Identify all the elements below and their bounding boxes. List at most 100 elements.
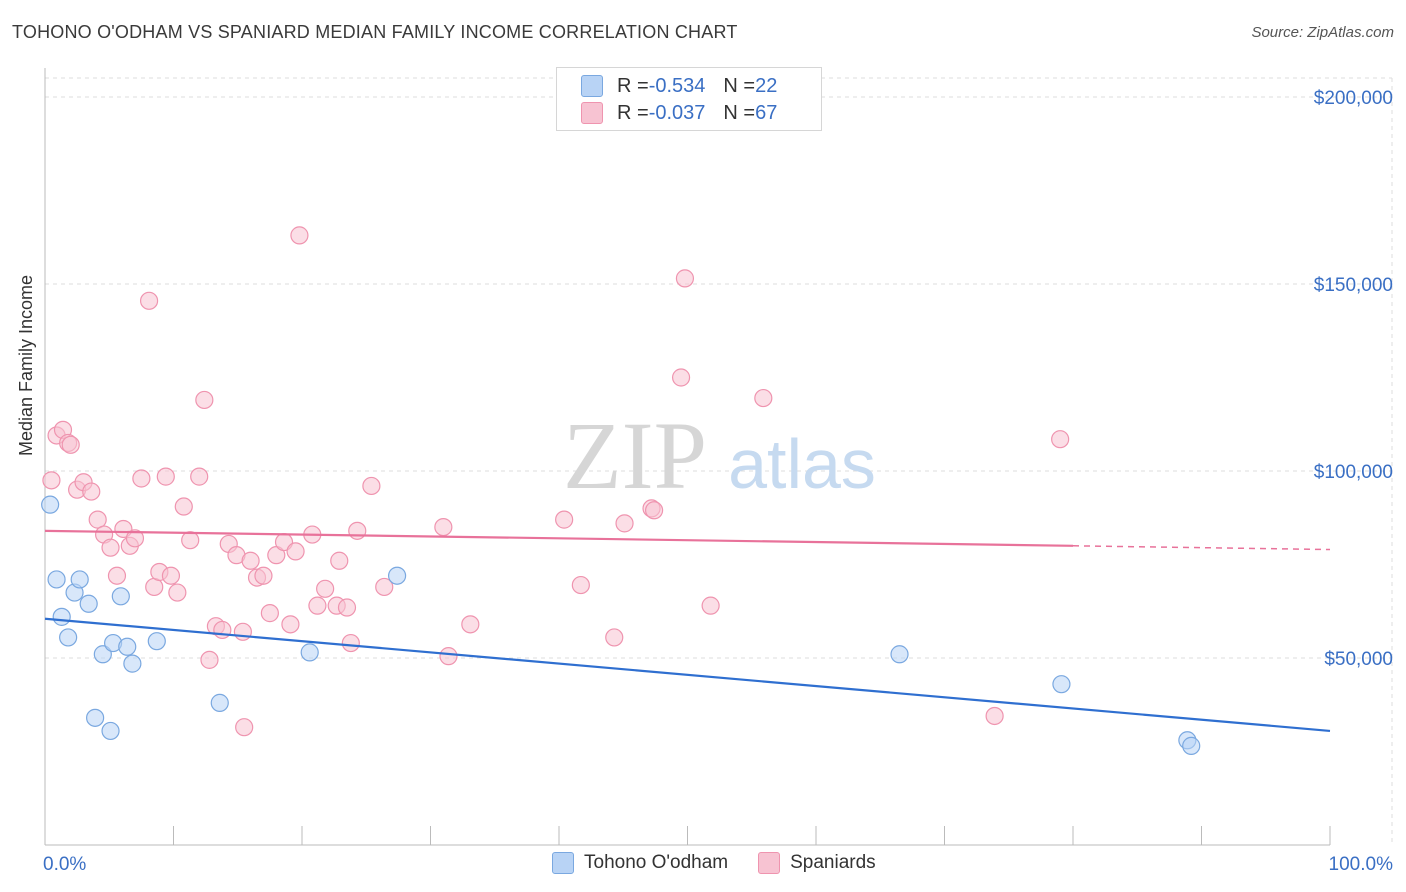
chart-title: TOHONO O'ODHAM VS SPANIARD MEDIAN FAMILY… bbox=[12, 22, 738, 42]
points-layer bbox=[41, 226, 1201, 755]
point-spaniards bbox=[375, 577, 394, 597]
point-tohono bbox=[79, 594, 98, 613]
point-spaniards bbox=[82, 482, 101, 501]
point-spaniards bbox=[200, 650, 219, 669]
point-spaniards bbox=[605, 628, 624, 647]
point-tohono bbox=[118, 637, 137, 656]
point-tohono bbox=[70, 570, 89, 589]
point-spaniards bbox=[348, 521, 367, 540]
point-tohono bbox=[101, 721, 120, 741]
series-legend: Tohono O'odham Spaniards bbox=[552, 852, 906, 874]
correlation-legend: R = -0.534 N = 22 R = -0.037 N = 67 bbox=[556, 67, 822, 131]
point-spaniards bbox=[362, 476, 381, 496]
legend-swatch-pink bbox=[758, 852, 781, 874]
point-spaniards bbox=[195, 390, 214, 410]
point-spaniards bbox=[42, 471, 61, 490]
point-spaniards bbox=[290, 226, 309, 245]
watermark-atlas: atlas bbox=[728, 425, 876, 503]
point-spaniards bbox=[330, 551, 349, 570]
point-tohono bbox=[47, 570, 66, 589]
point-spaniards bbox=[107, 566, 127, 585]
point-spaniards bbox=[139, 291, 159, 310]
legend-row-tohono: R = -0.534 N = 22 bbox=[581, 73, 777, 99]
point-spaniards bbox=[439, 647, 458, 666]
x-tick-label-max: 100.0% bbox=[1329, 854, 1394, 875]
point-tohono bbox=[123, 654, 142, 673]
point-spaniards bbox=[555, 510, 574, 529]
legend-row-spaniards: R = -0.037 N = 67 bbox=[581, 100, 777, 126]
point-tohono bbox=[300, 643, 319, 662]
point-spaniards bbox=[233, 622, 252, 641]
point-spaniards bbox=[1051, 430, 1070, 449]
point-spaniards bbox=[286, 542, 305, 561]
r-value: -0.534 bbox=[648, 74, 706, 97]
r-label: R = bbox=[617, 101, 649, 124]
point-tohono bbox=[147, 632, 166, 651]
legend-swatch-pink bbox=[581, 102, 603, 124]
axes-layer bbox=[44, 68, 1331, 846]
point-spaniards bbox=[985, 706, 1004, 726]
point-spaniards bbox=[213, 620, 232, 640]
trend-line-spaniards bbox=[44, 529, 1074, 547]
point-spaniards bbox=[316, 579, 335, 598]
r-value: -0.037 bbox=[648, 101, 706, 124]
point-tohono bbox=[93, 645, 112, 664]
y-tick-label: $200,000 bbox=[1314, 88, 1393, 109]
trend-line-spaniards-extension bbox=[1072, 545, 1331, 551]
source-label: Source: ZipAtlas.com bbox=[1251, 24, 1394, 41]
r-label: R = bbox=[617, 74, 649, 97]
point-spaniards bbox=[281, 615, 300, 634]
n-value: 22 bbox=[755, 74, 778, 97]
trend-line-tohono bbox=[44, 617, 1331, 733]
point-tohono bbox=[111, 587, 130, 606]
legend-swatch-blue bbox=[552, 852, 574, 874]
point-tohono bbox=[41, 495, 60, 514]
point-tohono bbox=[52, 607, 71, 626]
x-tick-label-min: 0.0% bbox=[43, 854, 86, 875]
point-tohono bbox=[387, 566, 407, 585]
legend-item-tohono[interactable]: Tohono O'odham bbox=[552, 852, 728, 874]
y-tick-label: $50,000 bbox=[1324, 649, 1393, 670]
point-spaniards bbox=[168, 583, 187, 602]
point-spaniards bbox=[174, 497, 193, 516]
point-spaniards bbox=[671, 368, 691, 387]
point-tohono bbox=[890, 645, 909, 664]
point-tohono bbox=[1052, 675, 1071, 694]
legend-label: Spaniards bbox=[790, 852, 876, 873]
point-spaniards bbox=[181, 531, 200, 550]
point-spaniards bbox=[101, 538, 120, 557]
point-spaniards bbox=[571, 575, 590, 595]
trend-layer bbox=[44, 529, 1331, 733]
point-spaniards bbox=[156, 467, 175, 486]
point-tohono bbox=[59, 628, 78, 647]
n-label: N = bbox=[723, 101, 756, 124]
y-tick-label: $100,000 bbox=[1314, 462, 1393, 483]
point-tohono bbox=[210, 693, 229, 712]
point-spaniards bbox=[434, 517, 453, 537]
point-spaniards bbox=[260, 604, 279, 623]
point-spaniards bbox=[88, 510, 107, 529]
point-spaniards bbox=[754, 388, 773, 408]
point-spaniards bbox=[461, 615, 480, 634]
point-spaniards bbox=[308, 596, 327, 615]
point-spaniards bbox=[190, 467, 209, 486]
n-label: N = bbox=[723, 74, 756, 97]
point-tohono bbox=[86, 708, 105, 727]
point-spaniards bbox=[644, 501, 664, 520]
legend-item-spaniards[interactable]: Spaniards bbox=[758, 852, 876, 874]
point-spaniards bbox=[61, 435, 80, 454]
legend-label: Tohono O'odham bbox=[584, 852, 729, 873]
point-spaniards bbox=[125, 529, 145, 548]
y-axis-label: Median Family Income bbox=[16, 274, 36, 456]
point-spaniards bbox=[235, 718, 254, 737]
point-spaniards bbox=[132, 469, 151, 488]
point-spaniards bbox=[161, 566, 181, 585]
watermark-zip: ZIP bbox=[563, 402, 707, 509]
point-spaniards bbox=[341, 633, 360, 653]
point-tohono bbox=[1182, 736, 1201, 755]
y-tick-label: $150,000 bbox=[1314, 275, 1393, 296]
legend-swatch-blue bbox=[581, 75, 603, 97]
point-spaniards bbox=[241, 551, 260, 570]
point-spaniards bbox=[701, 596, 720, 615]
